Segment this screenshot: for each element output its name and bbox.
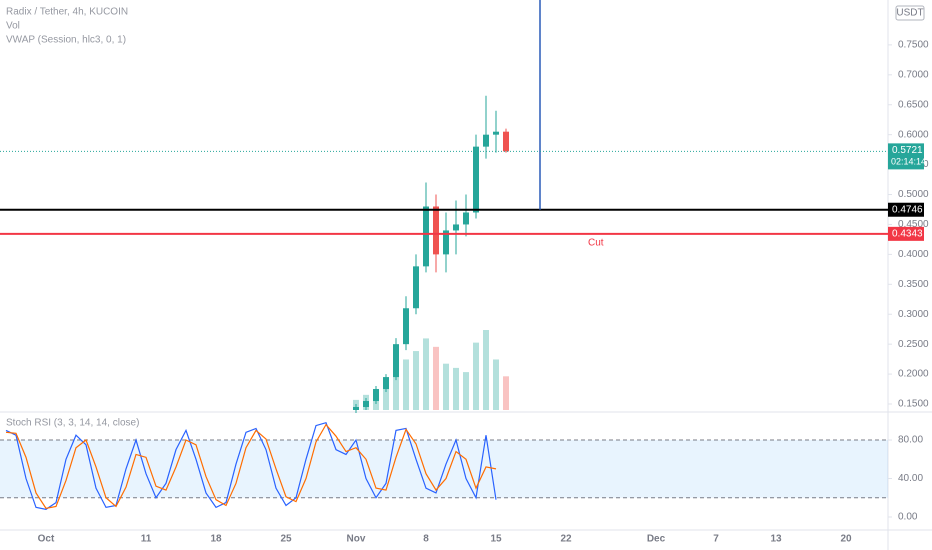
candle-body (493, 131, 499, 135)
candle-body (373, 389, 379, 402)
countdown: 02:14:14 (891, 157, 926, 167)
x-tick-label: 15 (490, 534, 502, 545)
y-tick-label: 0.7500 (898, 40, 929, 51)
candle-body (363, 401, 369, 408)
y-tick-label: 0.4000 (898, 249, 929, 260)
candle-body (453, 224, 459, 231)
y-tick-label: 0.00 (898, 512, 918, 523)
x-tick-label: 8 (423, 534, 429, 545)
y-tick-label: 0.5000 (898, 189, 929, 200)
level-label: Cut (588, 237, 604, 248)
candle-body (353, 407, 359, 410)
price-tag-label: 0.5721 (892, 145, 923, 156)
candle-body (403, 308, 409, 345)
candle-body (503, 131, 509, 152)
volume-bar (493, 359, 499, 410)
volume-bar (433, 346, 439, 410)
price-tag-label: 0.4343 (892, 228, 923, 239)
y-tick-label: 0.6000 (898, 129, 929, 140)
candle-body (413, 266, 419, 309)
x-tick-label: 13 (770, 534, 782, 545)
x-tick-label: Oct (38, 534, 55, 545)
candle-body (463, 212, 469, 225)
volume-bar (383, 384, 389, 410)
volume-bar (463, 372, 469, 410)
volume-bar (473, 342, 479, 410)
volume-bar (483, 330, 489, 410)
currency: USDT (896, 8, 923, 19)
volume-bar (443, 363, 449, 410)
x-tick-label: 25 (280, 534, 292, 545)
y-tick-label: 0.2000 (898, 369, 929, 380)
y-tick-label: 0.4500 (898, 219, 929, 230)
y-tick-label: 0.1500 (898, 399, 929, 410)
volume-bar (403, 359, 409, 410)
volume-bar (413, 351, 419, 410)
y-tick-label: 0.6500 (898, 99, 929, 110)
candle-body (443, 230, 449, 255)
y-tick-label: 0.3500 (898, 279, 929, 290)
candle-body (383, 377, 389, 390)
y-tick-label: 40.00 (898, 473, 923, 484)
chart-title: Radix / Tether, 4h, KUCOIN (6, 7, 128, 18)
candle-body (423, 206, 429, 267)
price-tag (888, 202, 924, 217)
volume-bar (453, 367, 459, 410)
legend-item: VWAP (Session, hlc3, 0, 1) (6, 35, 126, 46)
volume-bar (503, 376, 509, 410)
x-tick-label: 7 (713, 534, 719, 545)
x-tick-label: Nov (347, 534, 366, 545)
y-tick-label: 80.00 (898, 435, 923, 446)
legend-item: Vol (6, 21, 20, 32)
candle-body (393, 344, 399, 378)
x-tick-label: 20 (840, 534, 852, 545)
stoch-line (5, 421, 497, 510)
candle-body (483, 134, 489, 147)
x-tick-label: 11 (141, 534, 152, 545)
x-tick-label: 18 (210, 534, 222, 545)
volume-bar (393, 372, 399, 410)
price-tag (888, 226, 924, 241)
currency-box[interactable] (895, 5, 925, 21)
y-tick-label: 0.3000 (898, 309, 929, 320)
x-tick-label: Dec (647, 534, 666, 545)
candle-body (433, 206, 439, 255)
stoch-line (5, 423, 497, 510)
volume-bar (423, 338, 429, 410)
candle-body (473, 146, 479, 213)
price-tag-label: 0.4746 (892, 204, 923, 215)
y-tick-label: 0.2500 (898, 339, 929, 350)
price-tag (888, 143, 924, 170)
indicator-title: Stoch RSI (3, 3, 14, 14, close) (6, 418, 139, 429)
x-tick-label: 22 (560, 534, 572, 545)
y-tick-label: 0.7000 (898, 69, 929, 80)
